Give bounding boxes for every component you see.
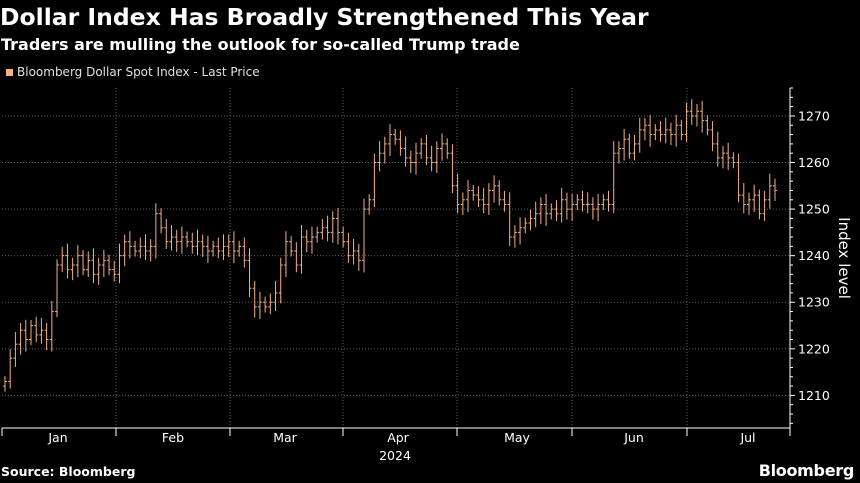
y-tick-label: 1240 xyxy=(798,248,830,263)
legend-swatch xyxy=(6,68,13,76)
x-tick-label: Jan xyxy=(47,430,67,445)
x-tick-label: Jul xyxy=(739,430,755,445)
x-tick-label: Feb xyxy=(162,430,184,445)
tick-labels: 1210 1220 1230 1240 1250 1260 1270 Jan Feb Mar Apr… xyxy=(47,108,853,463)
x-tick-label: Apr xyxy=(387,430,409,445)
y-tick-label: 1250 xyxy=(798,202,830,217)
chart-title: Dollar Index Has Broadly Strengthened Th… xyxy=(0,3,649,31)
chart-subtitle: Traders are mulling the outlook for so-c… xyxy=(1,35,520,54)
x-tick-label: Jun xyxy=(623,430,644,445)
legend: Bloomberg Dollar Spot Index - Last Price xyxy=(6,64,260,80)
y-tick-label: 1270 xyxy=(798,108,830,123)
x-year-label: 2024 xyxy=(379,448,411,463)
legend-label: Bloomberg Dollar Spot Index - Last Price xyxy=(17,65,260,79)
y-tick-label: 1260 xyxy=(798,155,830,170)
y-axis-title: Index level xyxy=(835,217,853,299)
price-series xyxy=(3,99,777,392)
x-tick-label: May xyxy=(504,430,530,445)
axes xyxy=(1,87,795,436)
brand-logo-text: Bloomberg xyxy=(758,461,855,480)
x-tick-label: Mar xyxy=(273,430,297,445)
grid-lines xyxy=(2,88,790,428)
y-tick-label: 1220 xyxy=(798,341,830,356)
y-tick-label: 1210 xyxy=(798,388,830,403)
source-note: Source: Bloomberg xyxy=(1,464,136,479)
y-tick-label: 1230 xyxy=(798,295,830,310)
